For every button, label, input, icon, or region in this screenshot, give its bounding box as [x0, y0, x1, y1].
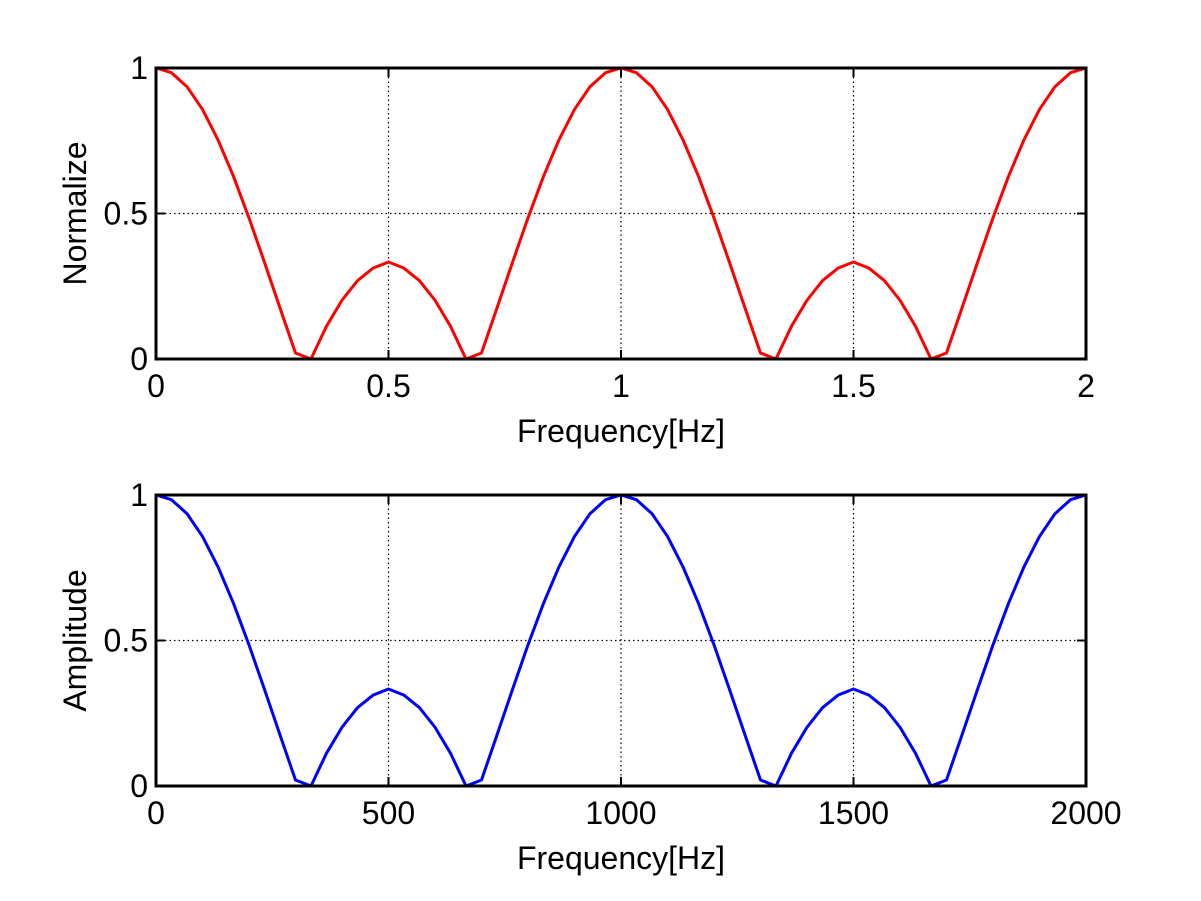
x-tick-label: 2000	[1050, 795, 1121, 831]
y-tick-label: 0	[130, 341, 148, 377]
x-axis-label: Frequency[Hz]	[517, 413, 725, 449]
x-tick-labels: 0 500 1000 1500 2000	[147, 795, 1121, 831]
axes-frame	[154, 66, 1088, 361]
x-tick-label: 500	[362, 795, 415, 831]
plot-amplitude: 0 500 1000 1500 2000 00.51 Frequency[Hz] Amp…	[57, 477, 1122, 876]
grid-lines	[156, 495, 1086, 786]
y-tick-label: 1	[130, 50, 148, 86]
x-axis-label: Frequency[Hz]	[517, 840, 725, 876]
x-tick-label: 1	[612, 368, 630, 404]
x-tick-label: 0.5	[366, 368, 410, 404]
y-tick-label: 1	[130, 477, 148, 513]
grid-lines	[156, 68, 1086, 359]
x-tick-label: 2	[1077, 368, 1095, 404]
x-tick-labels: 0 0.5 1 1.5 2	[147, 368, 1095, 404]
x-tick-label: 0	[147, 795, 165, 831]
plot-normalize: 0 0.5 1 1.5 2 00.51 Frequency[Hz] Normalize	[57, 50, 1095, 449]
x-tick-label: 1500	[818, 795, 889, 831]
x-tick-label: 1.5	[831, 368, 875, 404]
x-tick-label: 0	[147, 368, 165, 404]
y-tick-label: 0.5	[104, 623, 148, 659]
y-axis-label: Normalize	[57, 141, 93, 285]
y-axis-label: Amplitude	[57, 569, 93, 711]
axes-frame	[154, 493, 1088, 788]
x-tick-label: 1000	[585, 795, 656, 831]
y-tick-labels: 00.51	[104, 50, 148, 377]
y-tick-labels: 00.51	[104, 477, 148, 804]
y-tick-label: 0.5	[104, 196, 148, 232]
y-tick-label: 0	[130, 768, 148, 804]
